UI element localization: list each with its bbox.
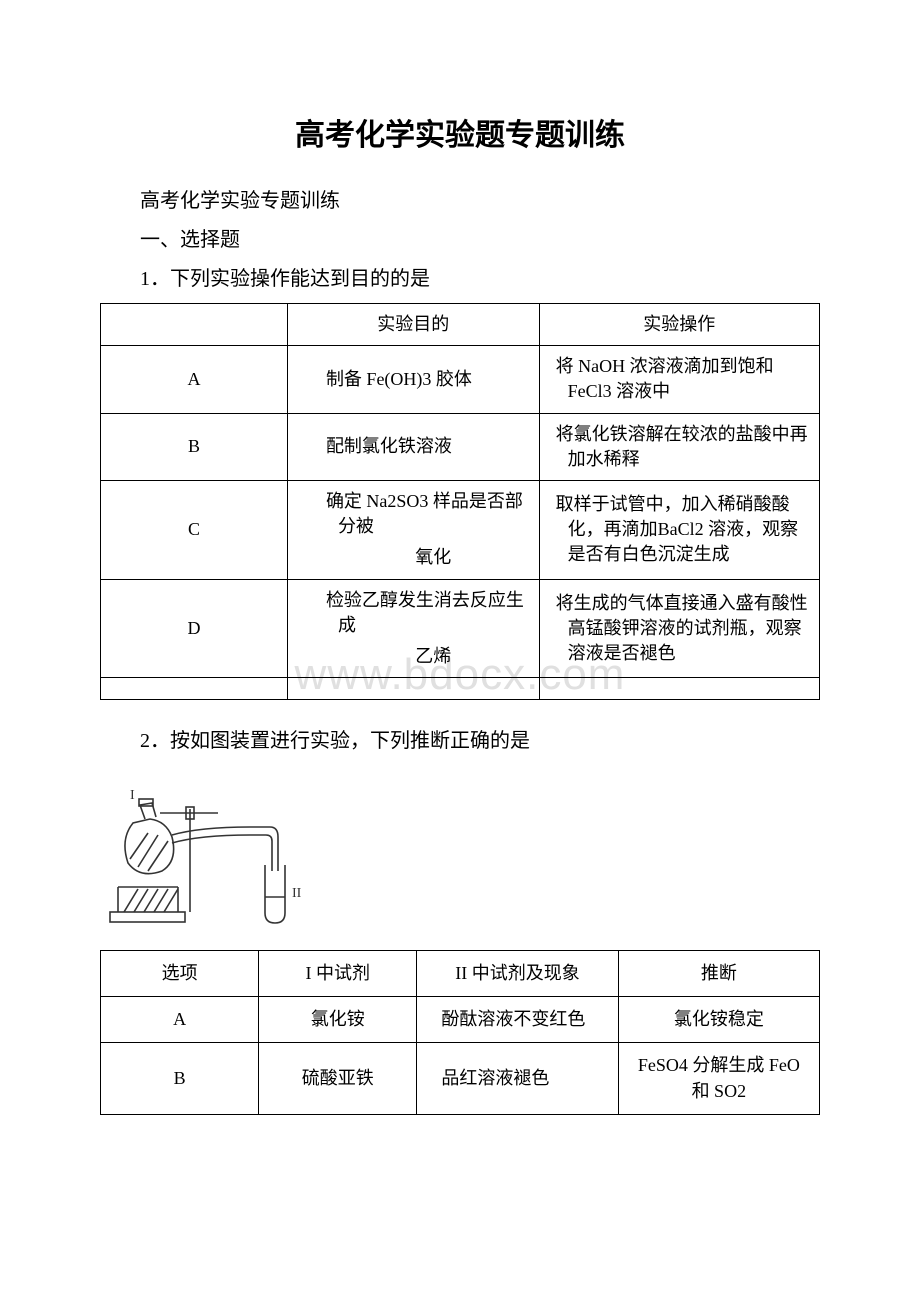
header-cell bbox=[101, 304, 288, 346]
cell-operation: 将生成的气体直接通入盛有酸性高锰酸钾溶液的试剂瓶，观察溶液是否褪色 bbox=[539, 579, 819, 678]
cell-label: C bbox=[101, 480, 288, 579]
cell: B bbox=[101, 1043, 259, 1114]
cell-purpose: 制备 Fe(OH)3 胶体 bbox=[287, 346, 539, 413]
table-row bbox=[101, 678, 820, 700]
cell-text: 乙烯 bbox=[338, 644, 529, 669]
table-row: 实验目的 实验操作 bbox=[101, 304, 820, 346]
apparatus-label-right: II bbox=[292, 886, 302, 901]
table-row: C 确定 Na2SO3 样品是否部分被 氧化 取样于试管中，加入稀硝酸酸化，再滴… bbox=[101, 480, 820, 579]
page-title: 高考化学实验题专题训练 bbox=[100, 110, 820, 154]
table-row: B 配制氯化铁溶液 将氯化铁溶解在较浓的盐酸中再加水稀释 bbox=[101, 413, 820, 480]
cell-label: D bbox=[101, 579, 288, 678]
table-row: D 检验乙醇发生消去反应生成 乙烯 将生成的气体直接通入盛有酸性高锰酸钾溶液的试… bbox=[101, 579, 820, 678]
cell-empty bbox=[539, 678, 819, 700]
cell-text: 检验乙醇发生消去反应生成 bbox=[326, 590, 524, 635]
cell-text: 确定 Na2SO3 样品是否部分被 bbox=[326, 491, 523, 536]
apparatus-label-left: I bbox=[130, 788, 135, 803]
apparatus-diagram: I II bbox=[100, 777, 820, 932]
cell-operation: 将 NaOH 浓溶液滴加到饱和 FeCl3 溶液中 bbox=[539, 346, 819, 413]
table-row: A 制备 Fe(OH)3 胶体 将 NaOH 浓溶液滴加到饱和 FeCl3 溶液… bbox=[101, 346, 820, 413]
cell-empty bbox=[287, 678, 539, 700]
cell: 氯化铵 bbox=[259, 997, 417, 1043]
table-q1: 实验目的 实验操作 A 制备 Fe(OH)3 胶体 将 NaOH 浓溶液滴加到饱… bbox=[100, 303, 820, 700]
apparatus-icon: I II bbox=[100, 777, 320, 927]
cell-purpose: 配制氯化铁溶液 bbox=[287, 413, 539, 480]
table-q2: 选项 I 中试剂 II 中试剂及现象 推断 A 氯化铵 酚酞溶液不变红色 氯化铵… bbox=[100, 950, 820, 1115]
question-1: 1．下列实验操作能达到目的的是 bbox=[100, 260, 820, 299]
cell-empty bbox=[101, 678, 288, 700]
cell-operation: 取样于试管中，加入稀硝酸酸化，再滴加BaCl2 溶液，观察是否有白色沉淀生成 bbox=[539, 480, 819, 579]
cell-purpose: 检验乙醇发生消去反应生成 乙烯 bbox=[287, 579, 539, 678]
cell: 酚酞溶液不变红色 bbox=[417, 997, 618, 1043]
header-cell: II 中试剂及现象 bbox=[417, 951, 618, 997]
header-cell: 实验操作 bbox=[539, 304, 819, 346]
table-row: A 氯化铵 酚酞溶液不变红色 氯化铵稳定 bbox=[101, 997, 820, 1043]
cell-purpose: 确定 Na2SO3 样品是否部分被 氧化 bbox=[287, 480, 539, 579]
header-cell: 推断 bbox=[618, 951, 819, 997]
header-cell: I 中试剂 bbox=[259, 951, 417, 997]
header-cell: 选项 bbox=[101, 951, 259, 997]
table-row: B 硫酸亚铁 品红溶液褪色 FeSO4 分解生成 FeO 和 SO2 bbox=[101, 1043, 820, 1114]
cell-operation: 将氯化铁溶解在较浓的盐酸中再加水稀释 bbox=[539, 413, 819, 480]
cell: A bbox=[101, 997, 259, 1043]
cell-label: B bbox=[101, 413, 288, 480]
header-cell: 实验目的 bbox=[287, 304, 539, 346]
intro-text: 高考化学实验专题训练 bbox=[100, 182, 820, 221]
table-row: 选项 I 中试剂 II 中试剂及现象 推断 bbox=[101, 951, 820, 997]
cell: 硫酸亚铁 bbox=[259, 1043, 417, 1114]
section-heading: 一、选择题 bbox=[100, 221, 820, 260]
cell-text: 氧化 bbox=[338, 545, 529, 570]
cell: 品红溶液褪色 bbox=[417, 1043, 618, 1114]
cell-label: A bbox=[101, 346, 288, 413]
question-2: 2．按如图装置进行实验，下列推断正确的是 bbox=[100, 722, 820, 761]
cell: FeSO4 分解生成 FeO 和 SO2 bbox=[618, 1043, 819, 1114]
cell: 氯化铵稳定 bbox=[618, 997, 819, 1043]
page-content: 高考化学实验题专题训练 高考化学实验专题训练 一、选择题 1．下列实验操作能达到… bbox=[100, 110, 820, 1115]
